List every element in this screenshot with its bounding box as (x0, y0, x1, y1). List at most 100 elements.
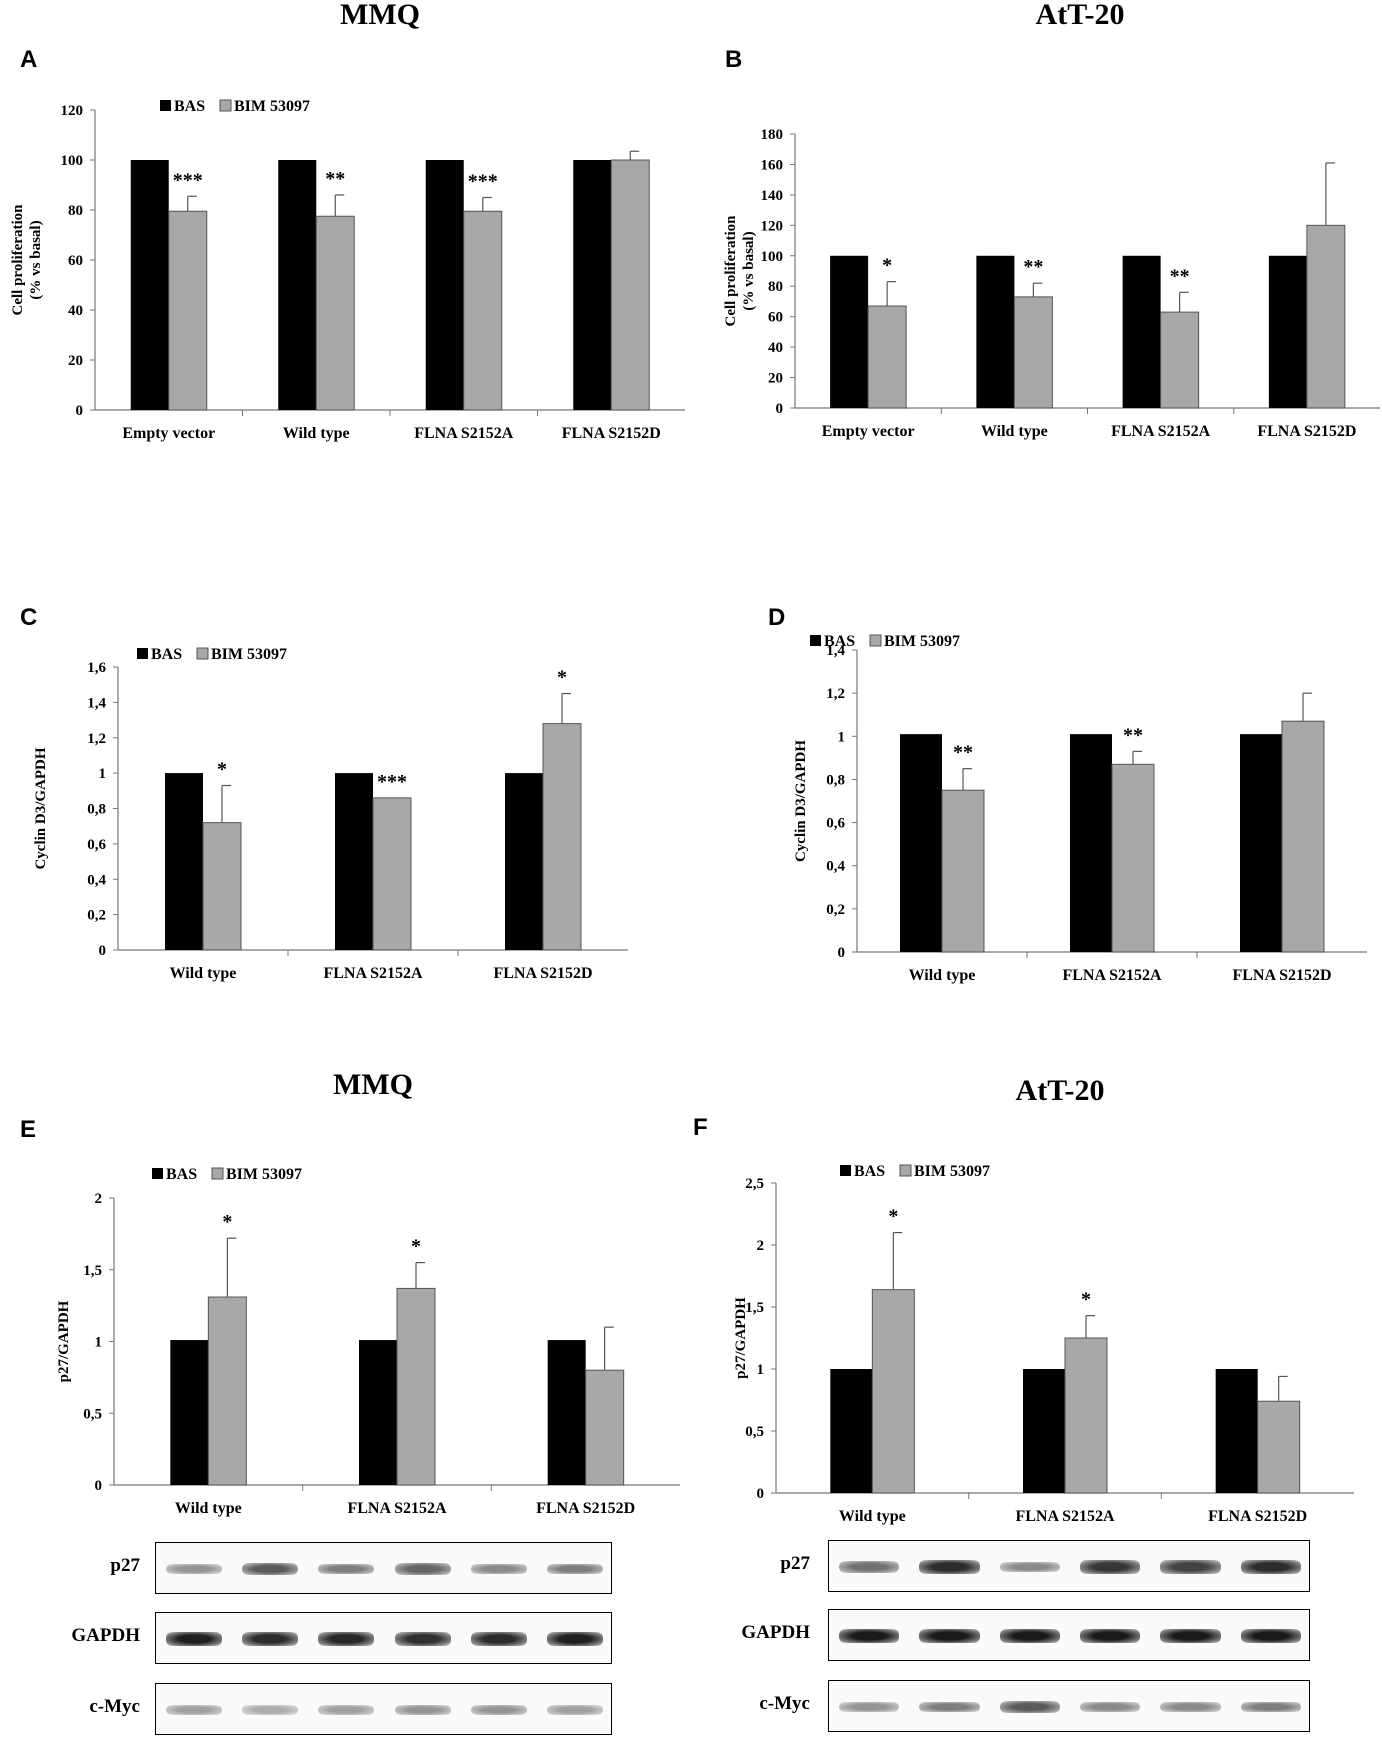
blot-band (166, 1705, 223, 1715)
blot-band (470, 1631, 527, 1647)
blot-band (470, 1563, 527, 1575)
y-tick-label: 0,6 (826, 816, 845, 832)
y-tick-label: 80 (68, 203, 83, 219)
legend-swatch-bas (152, 1168, 163, 1179)
y-tick-label: 120 (761, 218, 784, 234)
bar-bas (505, 773, 543, 950)
bar-bim53097 (396, 1287, 436, 1486)
y-tick-label: 1,5 (745, 1300, 764, 1316)
bar-bim53097 (1160, 311, 1200, 409)
bar-bim53097 (1013, 296, 1053, 409)
legend-swatch-bas (810, 635, 821, 646)
legend-label-bas: BAS (151, 646, 182, 663)
bar-bas (900, 734, 942, 952)
x-tick-label: FLNA S2152A (414, 425, 514, 442)
panel-label-a: A (20, 46, 38, 73)
legend-label-bas: BAS (166, 1166, 197, 1183)
chart-d: 0 0,2 0,4 0,6 0,8 1 1,2 1,4 Cyclin D3/GAPDH ** Wil… (793, 633, 1367, 984)
heading-mmq-top: MMQ (340, 0, 420, 31)
y-tick-label: 1 (95, 1335, 103, 1351)
legend-swatch-bim53097 (196, 647, 209, 660)
y-tick-label: 20 (68, 353, 83, 369)
bar-bas (278, 160, 317, 410)
legend-label-bim53097: BIM 53097 (226, 1166, 302, 1183)
bar-bim53097 (871, 1289, 915, 1494)
bar-bim53097 (867, 305, 907, 409)
panel-label-b: B (725, 46, 743, 73)
y-tick-label: 0,5 (83, 1406, 102, 1422)
bar-bas (165, 773, 203, 950)
blot-band (1240, 1701, 1301, 1713)
y-tick-label: 120 (61, 103, 84, 119)
blot-band (318, 1563, 375, 1575)
blot-strip (155, 1612, 612, 1664)
x-tick-label: FLNA S2152A (1015, 1508, 1115, 1525)
blot-strip (828, 1609, 1310, 1661)
y-tick-label: 100 (761, 249, 784, 265)
y-tick-label: 1,4 (826, 643, 845, 659)
bar-bim53097 (585, 1369, 625, 1486)
significance-marker: *** (468, 171, 498, 193)
significance-marker: * (882, 255, 892, 277)
blot-band (919, 1701, 980, 1713)
y-tick-label: 0,5 (745, 1424, 764, 1440)
y-tick-label: 140 (761, 188, 784, 204)
y-axis-label: p27/GAPDH (733, 1297, 749, 1379)
bar-bas (830, 1369, 873, 1493)
y-tick-label: 1,4 (87, 695, 106, 711)
bar-bas (359, 1340, 397, 1485)
bar-bim53097 (168, 210, 208, 411)
bar-bas (1023, 1369, 1065, 1493)
bar-bim53097 (1111, 763, 1155, 953)
significance-marker: * (217, 759, 227, 781)
blot-band (394, 1704, 451, 1716)
chart-b: 0 20 40 60 80 100 120 140 160 180 Cell proliferati… (723, 127, 1380, 440)
x-tick-label: FLNA S2152D (1232, 967, 1331, 984)
blot-band (919, 1559, 980, 1575)
y-tick-label: 80 (768, 279, 783, 295)
bar-bas (1240, 734, 1282, 952)
blot-row-label: p27 (110, 1555, 140, 1576)
significance-marker: * (1081, 1289, 1091, 1311)
blot-band (242, 1631, 299, 1647)
significance-marker: ** (325, 168, 345, 190)
significance-marker: ** (1123, 724, 1143, 746)
y-tick-label: 0 (76, 403, 84, 419)
blot-band (1240, 1559, 1301, 1575)
x-tick-label: Wild type (909, 967, 976, 984)
blot-band (166, 1631, 223, 1647)
y-axis-label: Cell proliferation (723, 215, 739, 327)
y-tick-label: 0 (757, 1486, 765, 1502)
blot-band (470, 1704, 527, 1716)
blot-band (242, 1705, 299, 1715)
bar-bas (1215, 1369, 1258, 1493)
significance-marker: *** (377, 771, 407, 793)
bar-bas (170, 1340, 209, 1485)
y-tick-label: 1 (99, 766, 107, 782)
y-tick-label: 2 (757, 1238, 765, 1254)
blot-band (839, 1701, 900, 1713)
y-tick-label: 0 (99, 943, 107, 959)
blot-band (318, 1705, 375, 1715)
bar-bim53097 (372, 797, 412, 951)
significance-marker: ** (953, 742, 973, 764)
x-tick-label: FLNA S2152A (323, 965, 423, 982)
significance-marker: ** (1170, 265, 1190, 287)
bar-bas (130, 160, 169, 410)
heading-att20-top: AtT-20 (1035, 0, 1125, 31)
blot-strip (828, 1680, 1310, 1732)
legend-swatch-bas (840, 1165, 851, 1176)
y-tick-label: 1,2 (826, 686, 845, 702)
bar-bim53097 (542, 723, 582, 951)
blot-band (1160, 1560, 1221, 1574)
significance-marker: *** (173, 169, 203, 191)
legend-label-bas: BAS (174, 98, 205, 115)
blot-band (1080, 1628, 1141, 1644)
blot-band (546, 1563, 603, 1575)
y-tick-label: 1 (757, 1362, 765, 1378)
blot-row-label: c-Myc (759, 1693, 810, 1714)
bar-bim53097 (463, 210, 503, 411)
y-tick-label: 100 (61, 153, 84, 169)
chart-a: 0 20 40 60 80 100 120 Cell proliferation (% vs b… (10, 98, 685, 442)
blot-row-label: GAPDH (741, 1622, 810, 1643)
